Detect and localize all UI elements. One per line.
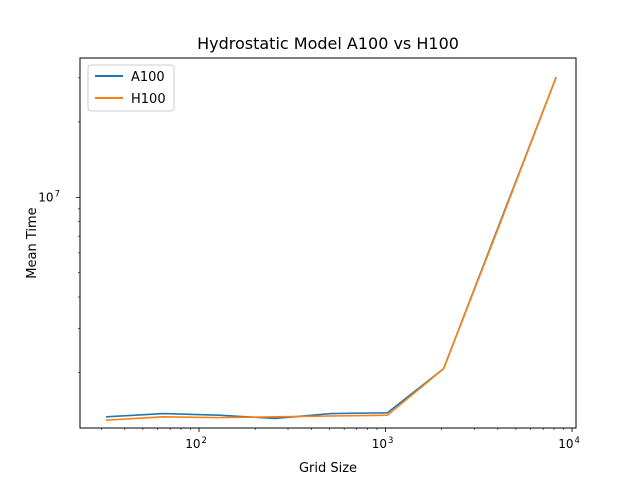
series-layer (105, 76, 557, 421)
chart-title: Hydrostatic Model A100 vs H100 (197, 34, 459, 53)
y-tick-exponent: 7 (55, 189, 60, 199)
x-tick-exponent: 2 (201, 436, 206, 446)
x-tick-exponent: 3 (388, 436, 393, 446)
x-axis-label: Grid Size (299, 461, 357, 476)
axes-frame (79, 57, 577, 429)
legend: A100 H100 (87, 64, 175, 112)
legend-label-h100: H100 (131, 92, 166, 107)
x-tick-exponent: 4 (574, 436, 579, 446)
legend-label-a100: A100 (131, 70, 165, 85)
y-axis-label: Mean Time (25, 207, 40, 278)
